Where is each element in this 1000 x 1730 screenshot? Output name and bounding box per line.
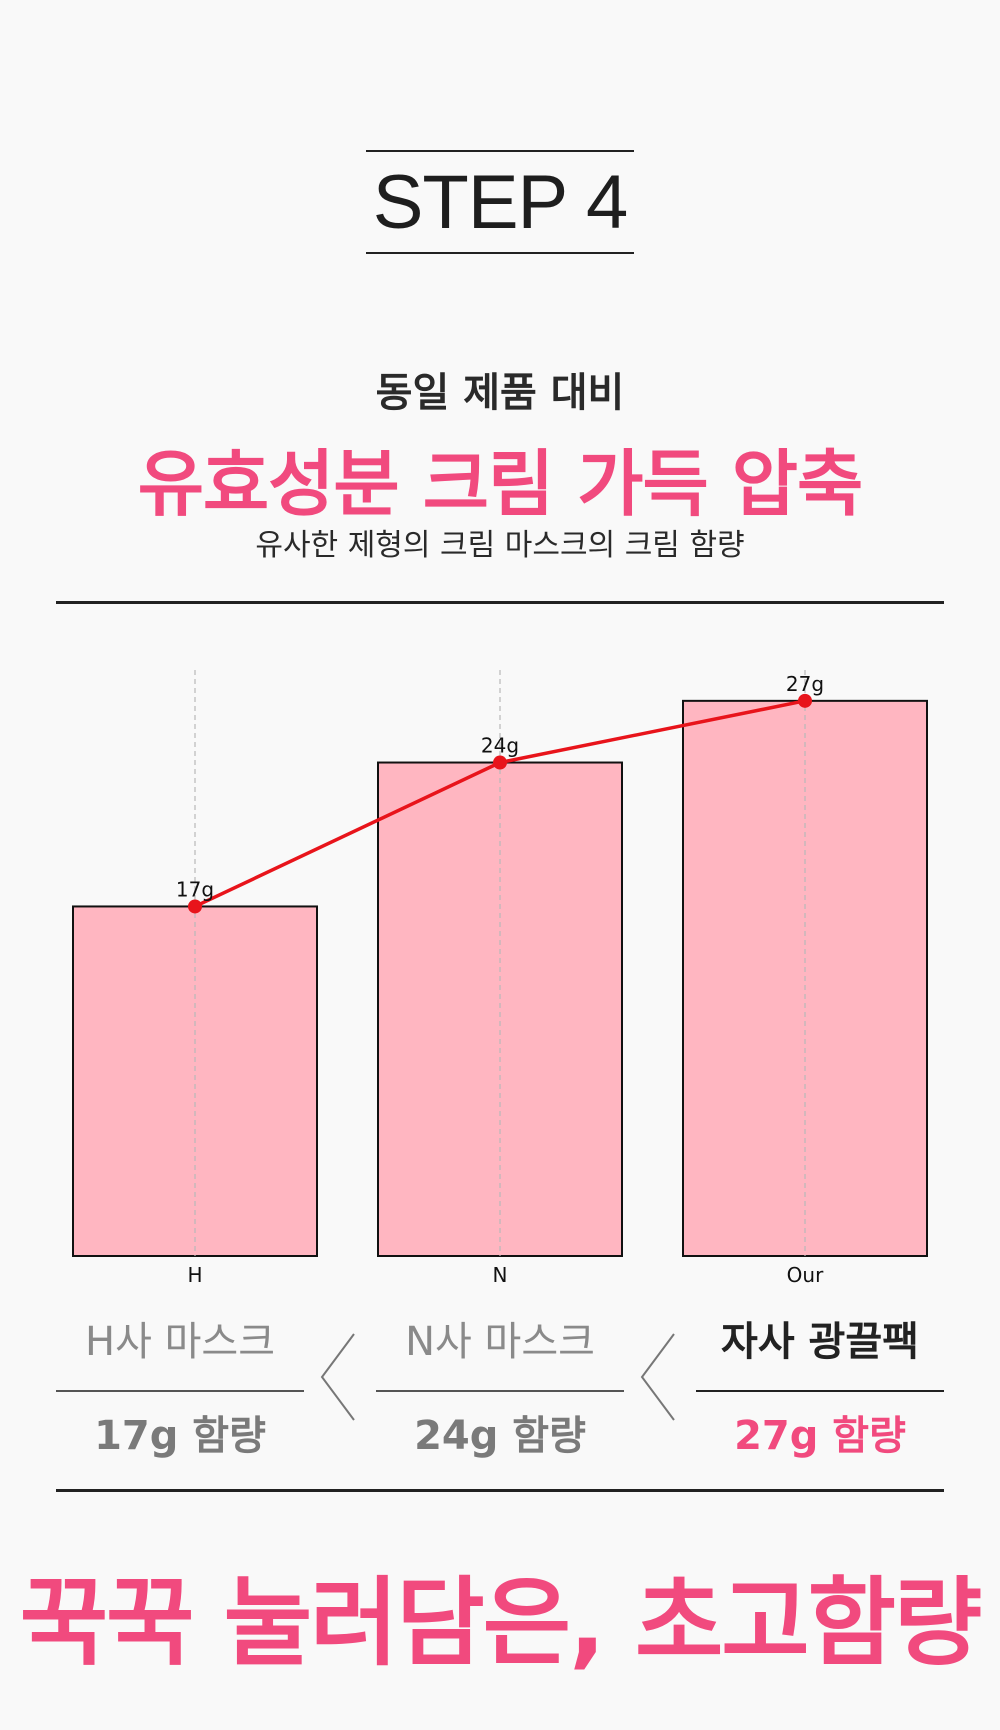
step-label: STEP 4 [372, 159, 629, 245]
x-tick-Our: Our [787, 1263, 824, 1287]
comparison-n-divider [376, 1390, 624, 1392]
step-badge: STEP 4 [366, 150, 634, 254]
divider-top [56, 601, 944, 604]
chevron-left-icon [640, 1333, 675, 1421]
comparison-n-value: 24g 함량 [414, 1413, 586, 1459]
trend-point-N [493, 755, 507, 770]
x-tick-labels: H N Our [187, 1263, 824, 1287]
comparison-h-value: 17g 함량 [94, 1413, 266, 1459]
divider-bottom [56, 1489, 944, 1492]
comparison-our-name: 자사 광끌팩 [721, 1319, 919, 1365]
trend-point-H [188, 899, 202, 914]
comparison-h: H사 마스크 17g 함량 [56, 1318, 304, 1460]
comparison-h-divider [56, 1390, 304, 1392]
trend-line [188, 693, 812, 914]
chevron-left-icon [320, 1333, 355, 1421]
headline-main: 유효성분 크림 가득 압축 [137, 442, 864, 526]
comparison-h-name: H사 마스크 [85, 1319, 275, 1365]
data-label-N: 24g [481, 734, 519, 758]
data-label-Our: 27g [786, 672, 824, 696]
headline-intro: 동일 제품 대비 [375, 370, 625, 416]
data-label-H: 17g [176, 877, 214, 901]
x-tick-N: N [493, 1263, 508, 1287]
comparison-n: N사 마스크 24g 함량 [376, 1318, 624, 1460]
headline-subtitle: 유사한 제형의 크림 마스크의 크림 함량 [255, 528, 745, 563]
comparison-our-value: 27g 함량 [734, 1413, 906, 1459]
trend-point-Our [798, 693, 812, 708]
comparison-our-divider [696, 1390, 944, 1392]
cream-content-chart: 17g 24g 27g H N Our [72, 670, 928, 1287]
comparison-our: 자사 광끌팩 27g 함량 [696, 1318, 944, 1460]
comparison-n-name: N사 마스크 [405, 1319, 595, 1365]
x-tick-H: H [187, 1263, 202, 1287]
bar-H [72, 905, 318, 1257]
grid-lines [194, 670, 806, 1256]
slogan: 꾹꾹 눌러담은, 초고함량 [19, 1567, 983, 1679]
data-labels: 17g 24g 27g [176, 672, 824, 902]
